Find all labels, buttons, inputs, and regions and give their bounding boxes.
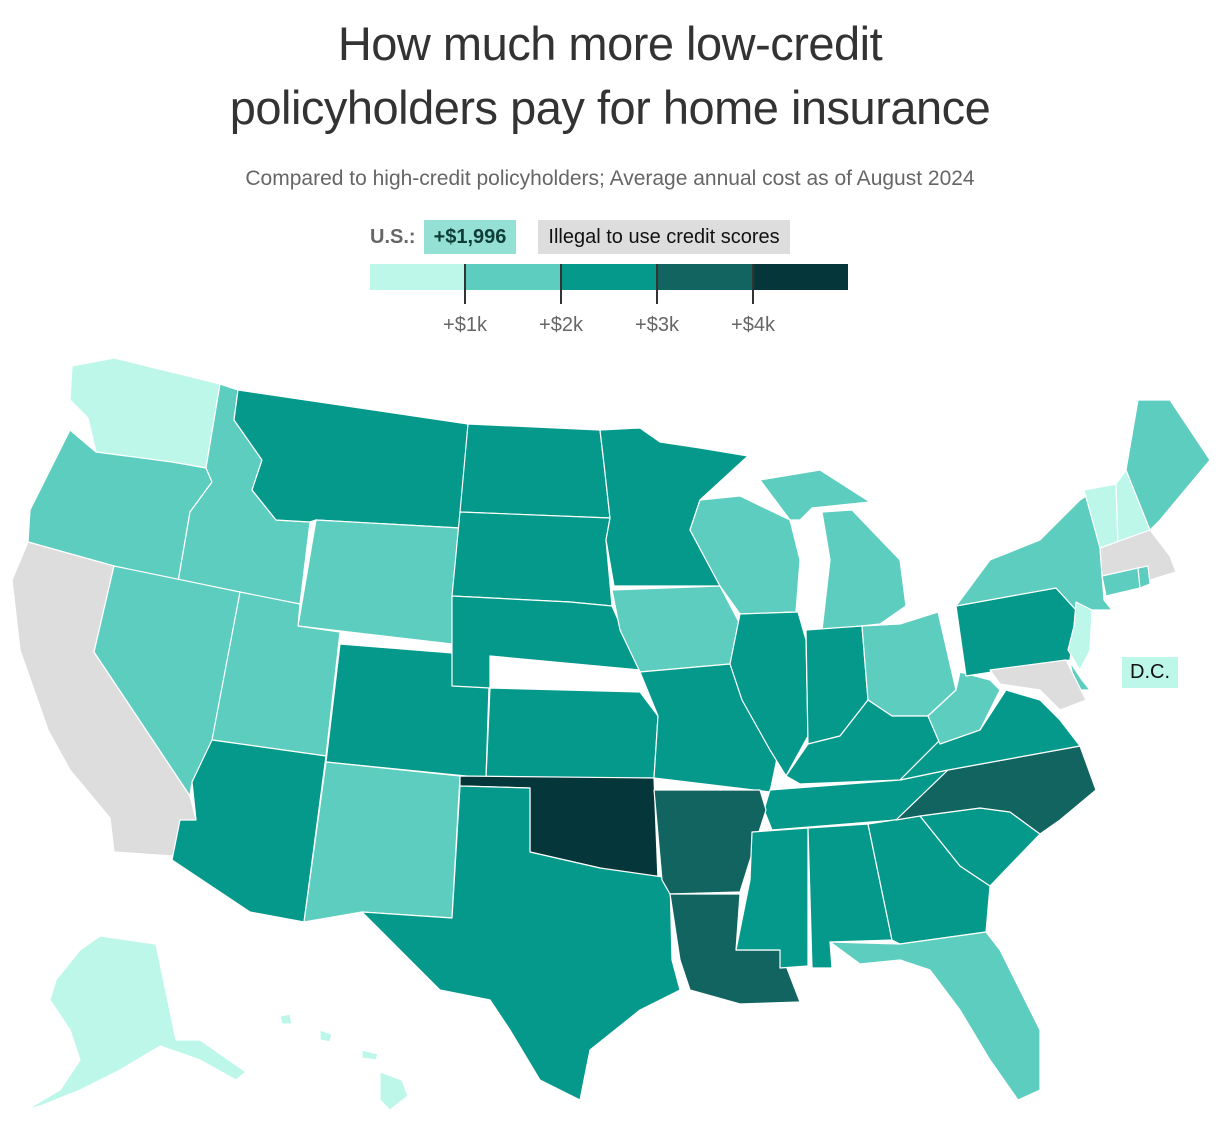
us-average-label: U.S.:: [370, 225, 416, 248]
state-HI[interactable]: [279, 1013, 409, 1111]
state-OH[interactable]: [861, 611, 957, 717]
legend-header: U.S.: +$1,996 Illegal to use credit scor…: [370, 220, 790, 254]
state-LA[interactable]: [669, 893, 801, 1005]
state-WV[interactable]: [927, 671, 1001, 745]
state-SD[interactable]: [451, 511, 613, 607]
state-NE[interactable]: [451, 595, 641, 689]
scale-bin-2: [561, 264, 657, 290]
state-TX[interactable]: [361, 785, 681, 1101]
state-MS[interactable]: [735, 827, 809, 969]
us-average-value: +$1,996: [423, 220, 517, 254]
tick-label: +$1k: [443, 314, 487, 336]
state-RI[interactable]: [1137, 565, 1151, 589]
title-line-2: policyholders pay for home insurance: [229, 81, 991, 134]
state-WY[interactable]: [297, 519, 461, 645]
state-KS[interactable]: [485, 687, 659, 779]
state-ND[interactable]: [459, 423, 611, 519]
scale-bin-3: [656, 264, 753, 290]
state-NM[interactable]: [303, 761, 461, 923]
us-choropleth-map: [11, 357, 1211, 1111]
scale-bin-4: [752, 264, 848, 290]
state-NC[interactable]: [895, 745, 1097, 835]
scale-bin-1: [465, 264, 562, 290]
dc-label: D.C.: [1122, 657, 1178, 688]
tick-label: +$2k: [539, 314, 583, 336]
color-scale: [370, 264, 848, 290]
scale-bin-0: [370, 264, 466, 290]
scale-tick: [752, 264, 754, 304]
state-MI[interactable]: [759, 469, 907, 631]
tick-label: +$4k: [731, 314, 775, 336]
state-AK[interactable]: [25, 935, 247, 1111]
title-line-1: How much more low-credit: [337, 17, 883, 70]
state-AR[interactable]: [653, 789, 767, 895]
state-MT[interactable]: [233, 389, 469, 529]
scale-tick: [464, 264, 466, 304]
chart-title: How much more low-credit policyholders p…: [0, 12, 1220, 140]
state-FL[interactable]: [829, 931, 1041, 1101]
scale-tick: [656, 264, 658, 304]
chart-subtitle: Compared to high-credit policyholders; A…: [245, 167, 975, 190]
tick-label: +$3k: [635, 314, 679, 336]
state-MD[interactable]: [989, 659, 1087, 711]
illegal-legend-swatch: Illegal to use credit scores: [538, 220, 790, 254]
scale-tick: [560, 264, 562, 304]
state-NJ[interactable]: [1067, 601, 1093, 671]
